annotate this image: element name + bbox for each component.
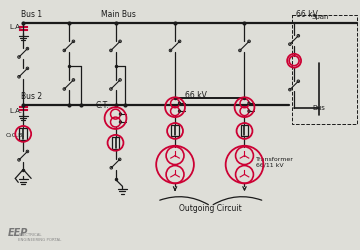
Text: Outgoing Circuit: Outgoing Circuit (179, 204, 242, 213)
Bar (171, 126, 179, 136)
Bar (292, 15, 357, 124)
Text: C.T.: C.T. (96, 101, 109, 110)
Text: Span: Span (312, 14, 329, 20)
Bar (19, 128, 27, 140)
Text: Bus 1: Bus 1 (21, 10, 42, 19)
Text: EEP: EEP (7, 228, 28, 238)
Text: 66 kV: 66 kV (296, 10, 318, 19)
Bar (112, 137, 120, 149)
Text: Transformer
66/11 kV: Transformer 66/11 kV (256, 157, 294, 168)
Text: ELECTRICAL
ENGINEERING PORTAL: ELECTRICAL ENGINEERING PORTAL (18, 232, 62, 242)
Text: Bus: Bus (312, 105, 325, 111)
Text: L.A.: L.A. (9, 24, 22, 30)
Text: L.A.: L.A. (9, 108, 22, 114)
Bar (240, 126, 248, 136)
Text: O.C.B.: O.C.B. (5, 133, 25, 138)
Text: Bus 2: Bus 2 (21, 92, 42, 101)
Text: 66 kV: 66 kV (185, 91, 207, 100)
Text: Main Bus: Main Bus (100, 10, 135, 19)
